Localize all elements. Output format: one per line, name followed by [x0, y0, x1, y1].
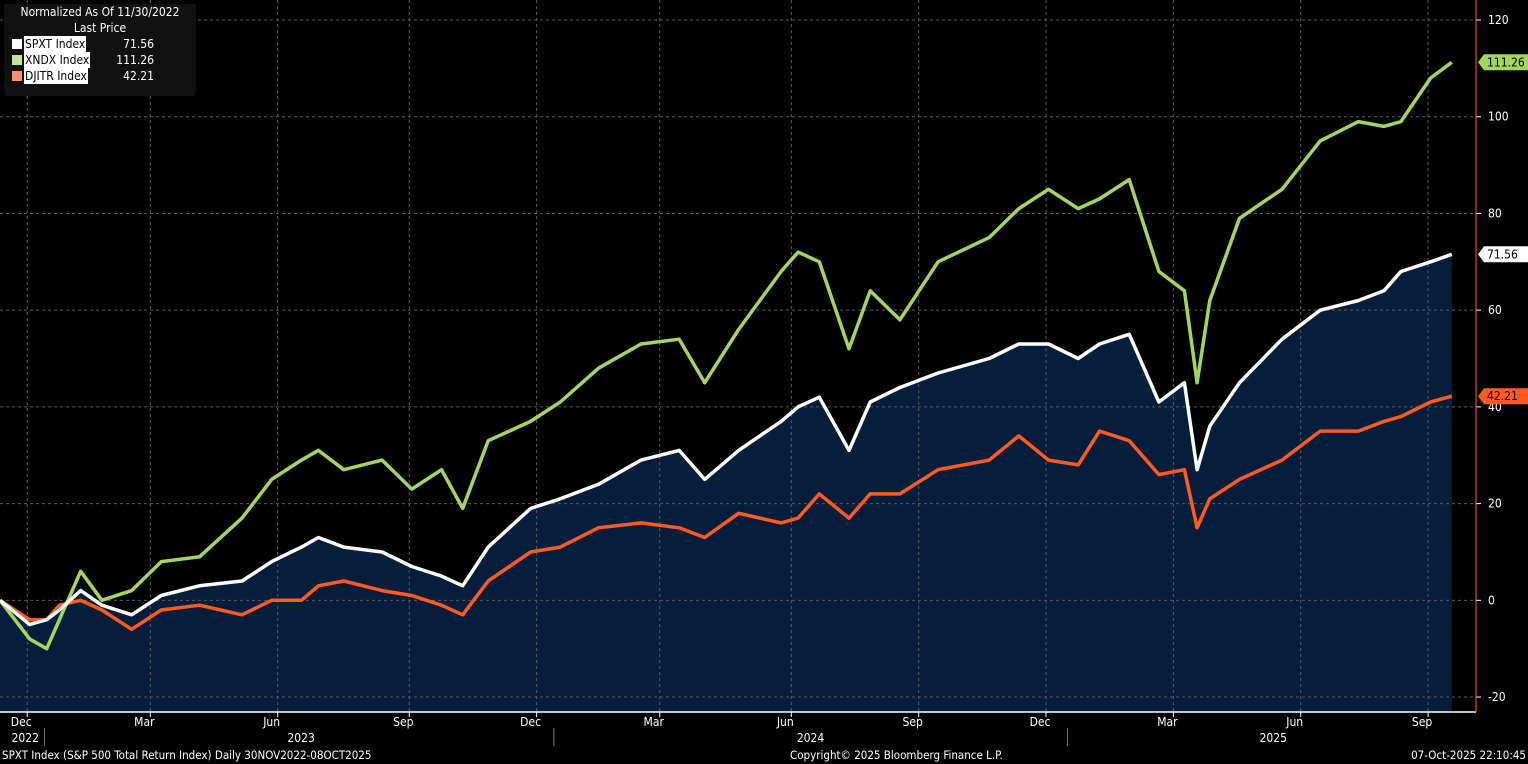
x-tick-label: Sep [1412, 715, 1433, 729]
legend-swatch [12, 39, 22, 49]
footer-description: SPXT Index (S&P 500 Total Return Index) … [2, 748, 372, 762]
legend-item-spxt: SPXT Index 71.56 [4, 36, 196, 52]
year-label: 2023 [287, 731, 314, 745]
footer-timestamp: 07-Oct-2025 22:10:45 [1411, 748, 1526, 762]
last-value-tag [1478, 54, 1528, 71]
x-tick-label: Mar [134, 715, 155, 729]
y-tick-label: 80 [1488, 206, 1502, 220]
y-tick-label: 100 [1488, 110, 1509, 124]
legend-value: 111.26 [116, 53, 154, 67]
x-tick-label: Jun [1285, 715, 1303, 729]
legend-label: SPXT Index [24, 36, 87, 52]
x-tick-label: Jun [776, 715, 794, 729]
x-tick-label: Dec [520, 715, 541, 729]
legend-value: 42.21 [123, 69, 154, 83]
last-value-tag [1478, 246, 1528, 263]
last-value-label: 42.21 [1487, 389, 1518, 403]
year-label: 2025 [1260, 731, 1287, 745]
legend-swatch [12, 55, 22, 65]
last-value-tag [1478, 388, 1528, 405]
x-tick-label: Jun [262, 715, 280, 729]
y-tick-label: 120 [1488, 13, 1509, 27]
y-tick-label: 20 [1488, 497, 1502, 511]
legend: Normalized As Of 11/30/2022 Last Price S… [4, 4, 196, 96]
y-tick-label: 60 [1488, 303, 1502, 317]
x-tick-label: Dec [1030, 715, 1051, 729]
legend-label: DJITR Index [24, 68, 88, 84]
y-tick-label: 0 [1488, 593, 1495, 607]
series-line-djitr [0, 394, 1453, 632]
last-value-label: 71.56 [1487, 247, 1518, 261]
y-tick-label: -20 [1488, 690, 1506, 704]
series-line-spxt [0, 252, 1453, 627]
footer-copyright: Copyright© 2025 Bloomberg Finance L.P. [790, 748, 1003, 762]
legend-title: Normalized As Of 11/30/2022 [20, 5, 180, 19]
legend-label: XNDX Index [24, 52, 91, 68]
spxt-area-fill [0, 254, 1452, 713]
year-label: 2024 [797, 731, 825, 745]
x-tick-label: Mar [644, 715, 665, 729]
legend-item-xndx: XNDX Index 111.26 [4, 52, 196, 68]
series-line-xndx [0, 60, 1453, 651]
legend-item-djitr: DJITR Index 42.21 [4, 68, 196, 84]
year-label: 2022 [11, 731, 38, 745]
x-tick-label: Sep [393, 715, 414, 729]
last-value-label: 111.26 [1487, 55, 1525, 69]
legend-value: 71.56 [123, 37, 154, 51]
legend-subtitle: Last Price [73, 21, 127, 35]
x-tick-label: Sep [902, 715, 923, 729]
legend-swatch [12, 71, 22, 81]
x-tick-label: Dec [11, 715, 32, 729]
x-tick-label: Mar [1157, 715, 1178, 729]
